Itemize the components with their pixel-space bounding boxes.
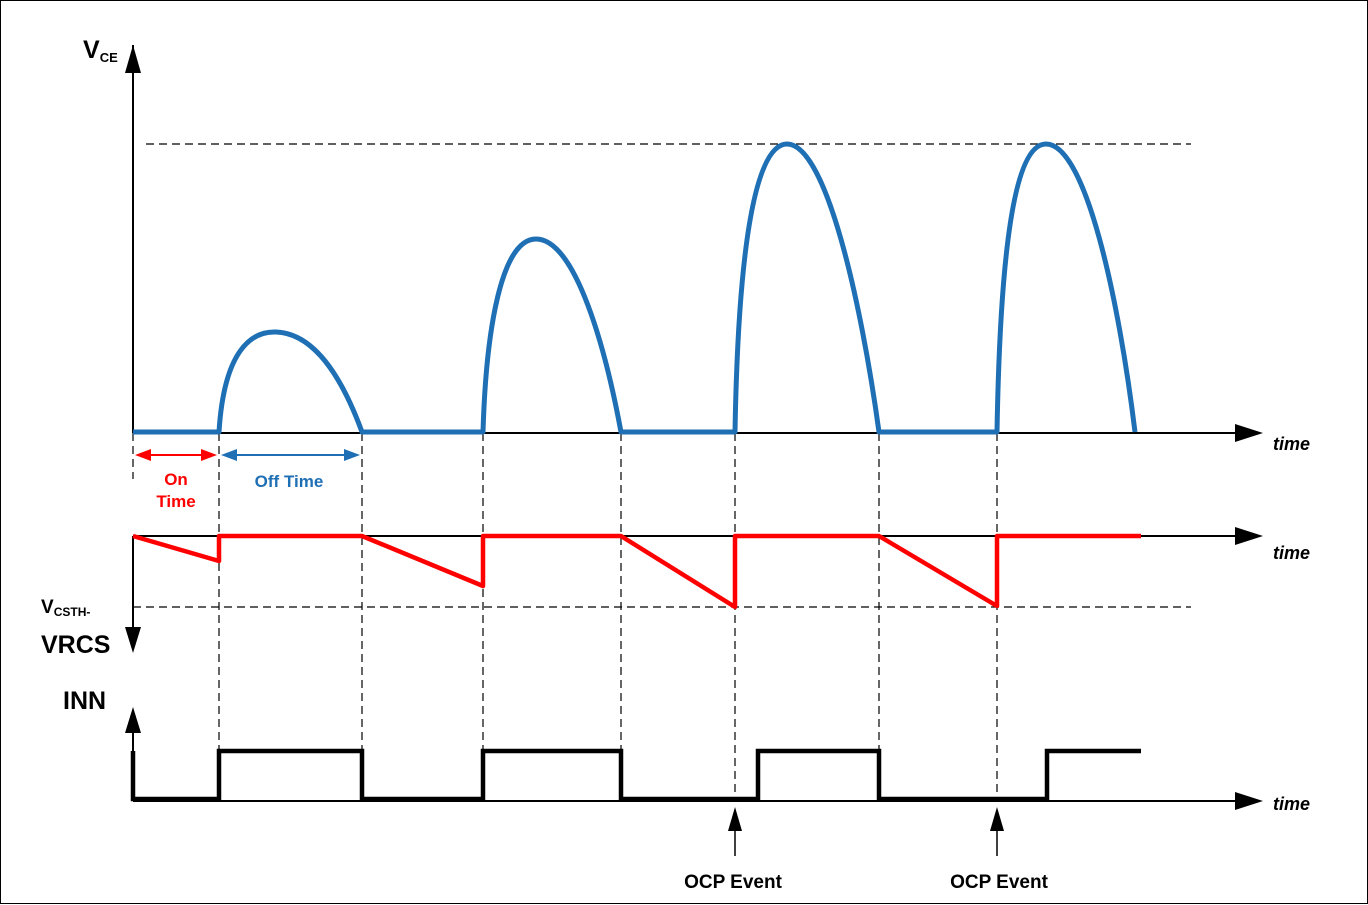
time-axis-label-vrcs: time xyxy=(1273,543,1310,563)
inn-axes xyxy=(125,707,1263,810)
on-time-label: On xyxy=(164,470,188,489)
off-time-arrow xyxy=(221,449,360,461)
vrcs-waveform xyxy=(132,533,1141,610)
ocp-event-arrow-1 xyxy=(728,807,742,856)
inn-waveform xyxy=(130,748,1141,802)
vcsth-label: VCSTH- xyxy=(41,597,90,619)
vce-waveform xyxy=(133,141,1138,435)
ocp-event-label-2: OCP Event xyxy=(950,872,1049,893)
time-axis-label-inn: time xyxy=(1273,794,1310,814)
on-time-label-2: Time xyxy=(156,492,195,511)
ocp-event-label-1: OCP Event xyxy=(684,872,783,893)
vertical-dashed-lines xyxy=(132,433,998,801)
ocp-event-arrow-2 xyxy=(990,807,1004,856)
vrcs-axis-label: VRCS xyxy=(41,631,110,659)
off-time-label: Off Time xyxy=(255,472,324,491)
vrcs-axes xyxy=(125,527,1263,653)
vce-axes xyxy=(125,45,1263,442)
vce-axis-label: VCE xyxy=(83,36,118,65)
time-axis-label-vce: time xyxy=(1273,434,1310,454)
inn-axis-label: INN xyxy=(63,687,106,715)
on-time-arrow xyxy=(135,449,217,461)
